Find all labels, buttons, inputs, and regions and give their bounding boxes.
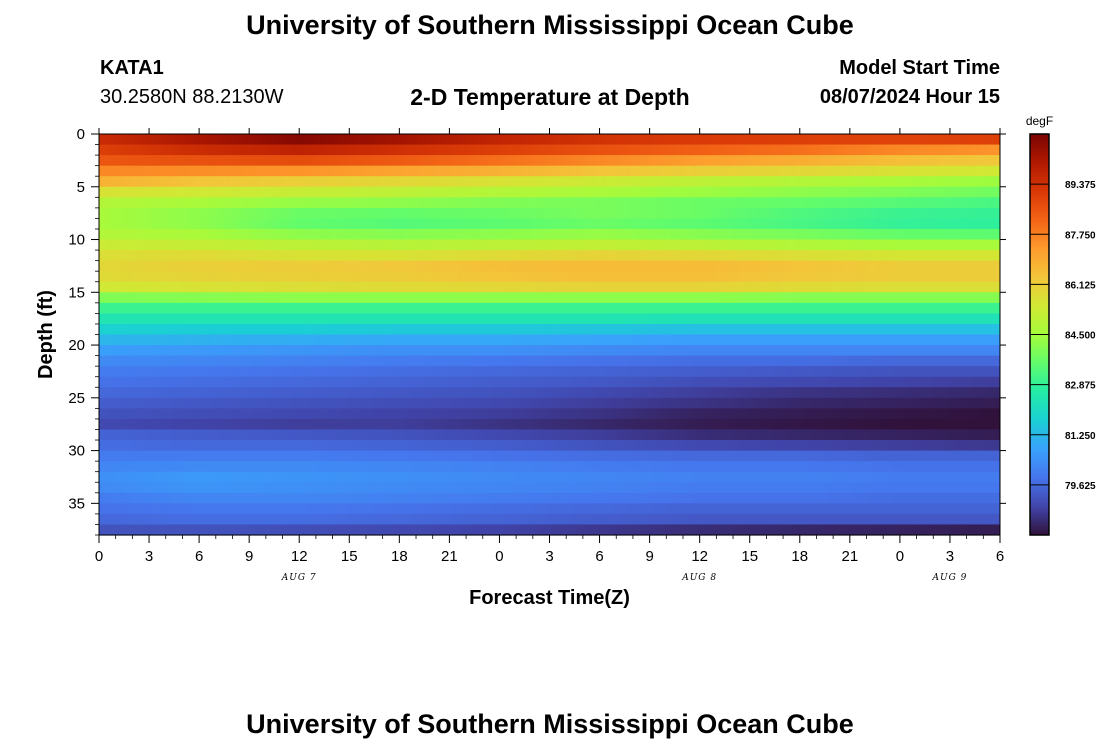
- heatmap-depth-band: [99, 186, 1000, 198]
- heatmap-depth-band: [99, 155, 1000, 167]
- x-tick-label: 3: [545, 548, 553, 565]
- footer-title: University of Southern Mississippi Ocean…: [246, 709, 854, 739]
- heatmap-depth-band: [99, 524, 1000, 536]
- y-tick-label: 25: [68, 390, 85, 407]
- heatmap-depth-band: [99, 281, 1000, 293]
- chart-title: 2-D Temperature at Depth: [410, 84, 690, 110]
- heatmap-depth-band: [99, 197, 1000, 209]
- heatmap-depth-band: [99, 355, 1000, 367]
- heatmap-depth-band: [99, 165, 1000, 177]
- heatmap: [99, 134, 1000, 536]
- heatmap-depth-band: [99, 440, 1000, 452]
- heatmap-depth-band: [99, 134, 1000, 146]
- heatmap-depth-band: [99, 450, 1000, 462]
- heatmap-depth-band: [99, 218, 1000, 230]
- x-tick-label: 6: [595, 548, 603, 565]
- x-tick-label: 3: [946, 548, 954, 565]
- station-coordinates: 30.2580N 88.2130W: [100, 86, 284, 108]
- y-axis-label: Depth (ft): [35, 290, 57, 379]
- x-tick-label: 0: [896, 548, 904, 565]
- colorbar-tick-label: 87.750: [1065, 230, 1096, 241]
- heatmap-depth-band: [99, 334, 1000, 346]
- x-tick-label: 9: [645, 548, 653, 565]
- colorbar-tick-label: 84.500: [1065, 331, 1096, 342]
- temperature-depth-chart: 0 3 6 9 12 15 18 21 0 3 6 9 12 15 18 21 0 3 6 AUG 7 AUG 8 AUG…: [35, 114, 1096, 609]
- chart-axes: 0 3 6 9 12 15 18 21 0 3 6 9 12 15 18 21 0 3 6 AUG 7 AUG 8 AUG…: [35, 126, 1006, 609]
- x-tick-label: 12: [291, 548, 308, 565]
- heatmap-depth-band: [99, 429, 1000, 441]
- x-tick-label: 18: [391, 548, 408, 565]
- heatmap-depth-band: [99, 144, 1000, 156]
- heatmap-depth-band: [99, 260, 1000, 272]
- x-tick-label: 15: [341, 548, 358, 565]
- y-tick-label: 15: [68, 284, 85, 301]
- y-tick-label: 10: [68, 232, 85, 249]
- date-label: AUG 8: [681, 573, 717, 583]
- heatmap-depth-band: [99, 461, 1000, 473]
- heatmap-depth-band: [99, 366, 1000, 378]
- colorbar-tick-label: 82.875: [1065, 381, 1096, 392]
- colorbar-tick-label: 79.625: [1065, 481, 1096, 492]
- heatmap-depth-band: [99, 207, 1000, 220]
- heatmap-depth-band: [99, 387, 1000, 399]
- heatmap-depth-band: [99, 313, 1000, 325]
- x-tick-label: 3: [145, 548, 153, 565]
- heatmap-depth-band: [99, 345, 1000, 357]
- y-tick-label: 35: [68, 495, 85, 512]
- x-tick-label: 18: [791, 548, 808, 565]
- y-tick-label: 30: [68, 443, 85, 460]
- heatmap-depth-band: [99, 397, 1000, 409]
- x-tick-label: 21: [441, 548, 458, 565]
- x-axis-label: Forecast Time(Z): [469, 587, 630, 609]
- x-tick-label: 12: [691, 548, 708, 565]
- date-label: AUG 9: [932, 573, 968, 583]
- heatmap-depth-band: [99, 228, 1000, 241]
- heatmap-depth-band: [99, 239, 1000, 251]
- date-label: AUG 7: [281, 573, 317, 583]
- colorbar-tick-label: 89.375: [1065, 180, 1096, 191]
- heatmap-depth-band: [99, 250, 1000, 262]
- heatmap-depth-band: [99, 471, 1000, 483]
- heatmap-depth-band: [99, 503, 1000, 515]
- y-tick-label: 20: [68, 337, 85, 354]
- page-title: University of Southern Mississippi Ocean…: [246, 10, 854, 40]
- y-tick-label: 0: [77, 126, 85, 143]
- heatmap-depth-band: [99, 376, 1000, 388]
- heatmap-depth-band: [99, 292, 1000, 304]
- x-tick-label: 9: [245, 548, 253, 565]
- colorbar: 79.625 81.250 82.875 84.500 86.125 87.750 89.3…: [1026, 114, 1096, 536]
- heatmap-depth-band: [99, 418, 1000, 431]
- heatmap-depth-band: [99, 408, 1000, 420]
- heatmap-depth-band: [99, 492, 1000, 504]
- x-tick-label: 15: [741, 548, 758, 565]
- x-tick-label: 6: [195, 548, 203, 565]
- heatmap-depth-band: [99, 323, 1000, 336]
- colorbar-tick-label: 81.250: [1065, 431, 1096, 442]
- heatmap-depth-band: [99, 176, 1000, 188]
- y-tick-label: 5: [77, 179, 85, 196]
- station-id: KATA1: [100, 57, 164, 79]
- model-start-value: 08/07/2024 Hour 15: [819, 86, 1000, 108]
- x-tick-label: 0: [495, 548, 503, 565]
- heatmap-depth-band: [99, 302, 1000, 314]
- x-tick-label: 0: [95, 548, 103, 565]
- model-start-label: Model Start Time: [839, 57, 1000, 79]
- colorbar-tick-label: 86.125: [1065, 280, 1096, 291]
- x-tick-label: 21: [841, 548, 858, 565]
- colorbar-unit: degF: [1026, 114, 1053, 128]
- heatmap-depth-band: [99, 271, 1000, 283]
- heatmap-depth-band: [99, 513, 1000, 526]
- heatmap-depth-band: [99, 482, 1000, 494]
- x-tick-label: 6: [996, 548, 1004, 565]
